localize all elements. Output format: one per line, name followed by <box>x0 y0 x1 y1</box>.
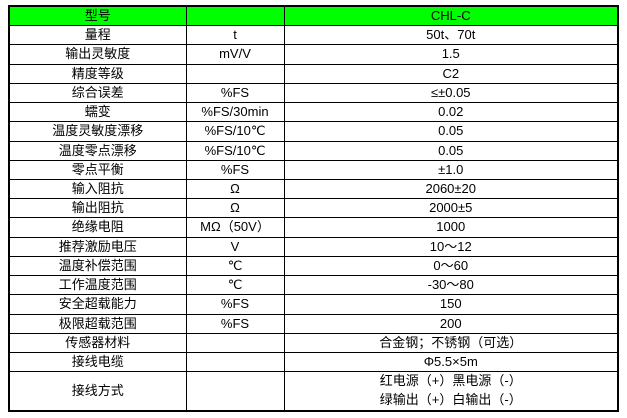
load-cell-spec-table: 型号 CHL-C 量程 t 50t、70t 输出灵敏度 mV/V 1.5 精度等… <box>8 5 619 412</box>
param-cell: 温度灵敏度漂移 <box>8 121 187 142</box>
unit-cell: V <box>185 236 285 257</box>
unit-cell: %FS/10℃ <box>185 121 285 142</box>
param-cell: 推荐激励电压 <box>8 236 187 257</box>
spec-row-sensor-material: 传感器材料 合金钢；不锈钢（可选） <box>8 332 619 353</box>
unit-cell: Ω <box>185 179 285 200</box>
value-cell: 150 <box>283 294 619 315</box>
unit-cell: %FS <box>185 294 285 315</box>
param-cell: 输出阻抗 <box>8 198 187 219</box>
spec-row-excitation-voltage: 推荐激励电压 V 10～12 <box>8 236 619 257</box>
value-cell: C2 <box>283 63 619 84</box>
value-cell: Φ5.5×5m <box>283 351 619 373</box>
param-cell: 零点平衡 <box>8 159 187 181</box>
spec-row-temp-compensation-range: 温度补偿范围 ℃ 0～60 <box>8 255 619 277</box>
spec-row-temp-zero-drift: 温度零点漂移 %FS/10℃ 0.05 <box>8 140 619 161</box>
param-cell: 接线电缆 <box>8 351 187 373</box>
spec-row-insulation-resistance: 绝缘电阻 MΩ（50V） 1000 <box>8 217 619 238</box>
unit-cell <box>185 351 285 373</box>
param-cell: 接线方式 <box>8 371 187 412</box>
spec-row-zero-balance: 零点平衡 %FS ±1.0 <box>8 159 619 181</box>
value-cell: 1000 <box>283 217 619 238</box>
wiring-line-power: 红电源（+）黑电源（-） <box>379 373 522 389</box>
spec-row-ultimate-overload: 极限超载范围 %FS 200 <box>8 313 619 334</box>
unit-cell <box>185 371 285 412</box>
spec-row-input-impedance: 输入阻抗 Ω 2060±20 <box>8 179 619 200</box>
spec-row-capacity: 量程 t 50t、70t <box>8 25 619 46</box>
param-cell: 温度零点漂移 <box>8 140 187 161</box>
unit-cell: Ω <box>185 198 285 219</box>
param-cell: 综合误差 <box>8 82 187 104</box>
value-cell: 2060±20 <box>283 179 619 200</box>
param-cell: 安全超载能力 <box>8 294 187 315</box>
unit-cell: %FS/30min <box>185 102 285 123</box>
value-cell: 50t、70t <box>283 25 619 46</box>
unit-cell <box>185 63 285 84</box>
table-header-row: 型号 CHL-C <box>8 5 619 27</box>
unit-cell: %FS <box>185 82 285 104</box>
value-cell: -30～80 <box>283 275 619 296</box>
unit-cell: t <box>185 25 285 46</box>
value-cell: 0～60 <box>283 255 619 277</box>
param-cell: 传感器材料 <box>8 332 187 353</box>
spec-row-operating-temp-range: 工作温度范围 ℃ -30～80 <box>8 275 619 296</box>
spec-row-combined-error: 综合误差 %FS ≤±0.05 <box>8 82 619 104</box>
value-cell: 0.05 <box>283 140 619 161</box>
param-cell: 量程 <box>8 25 187 46</box>
param-cell: 输出灵敏度 <box>8 44 187 65</box>
unit-cell: ℃ <box>185 255 285 277</box>
value-cell: ±1.0 <box>283 159 619 181</box>
param-cell: 绝缘电阻 <box>8 217 187 238</box>
spec-row-safe-overload: 安全超载能力 %FS 150 <box>8 294 619 315</box>
wiring-line-output: 绿输出（+）白输出（-） <box>379 392 522 408</box>
spec-row-creep: 蠕变 %FS/30min 0.02 <box>8 102 619 123</box>
spec-row-cable: 接线电缆 Φ5.5×5m <box>8 351 619 373</box>
value-cell: 0.05 <box>283 121 619 142</box>
unit-cell: ℃ <box>185 275 285 296</box>
value-cell: 合金钢；不锈钢（可选） <box>283 332 619 353</box>
param-cell: 工作温度范围 <box>8 275 187 296</box>
param-cell: 蠕变 <box>8 102 187 123</box>
spec-row-output-sensitivity: 输出灵敏度 mV/V 1.5 <box>8 44 619 65</box>
header-unit-cell <box>185 5 285 27</box>
unit-cell: mV/V <box>185 44 285 65</box>
spec-row-wiring: 接线方式 红电源（+）黑电源（-） 绿输出（+）白输出（-） <box>8 371 619 412</box>
unit-cell: %FS <box>185 159 285 181</box>
value-cell: 红电源（+）黑电源（-） 绿输出（+）白输出（-） <box>283 371 619 412</box>
param-cell: 精度等级 <box>8 63 187 84</box>
value-cell: ≤±0.05 <box>283 82 619 104</box>
unit-cell: %FS <box>185 313 285 334</box>
spec-row-accuracy-class: 精度等级 C2 <box>8 63 619 84</box>
spec-row-output-impedance: 输出阻抗 Ω 2000±5 <box>8 198 619 219</box>
value-cell: 10～12 <box>283 236 619 257</box>
param-cell: 温度补偿范围 <box>8 255 187 277</box>
param-cell: 输入阻抗 <box>8 179 187 200</box>
value-cell: 2000±5 <box>283 198 619 219</box>
unit-cell: MΩ（50V） <box>185 217 285 238</box>
unit-cell <box>185 332 285 353</box>
header-param-cell: 型号 <box>8 5 187 27</box>
value-cell: 200 <box>283 313 619 334</box>
unit-cell: %FS/10℃ <box>185 140 285 161</box>
value-cell: 1.5 <box>283 44 619 65</box>
header-model-cell: CHL-C <box>283 5 619 27</box>
param-cell: 极限超载范围 <box>8 313 187 334</box>
value-cell: 0.02 <box>283 102 619 123</box>
spec-row-temp-sensitivity-drift: 温度灵敏度漂移 %FS/10℃ 0.05 <box>8 121 619 142</box>
